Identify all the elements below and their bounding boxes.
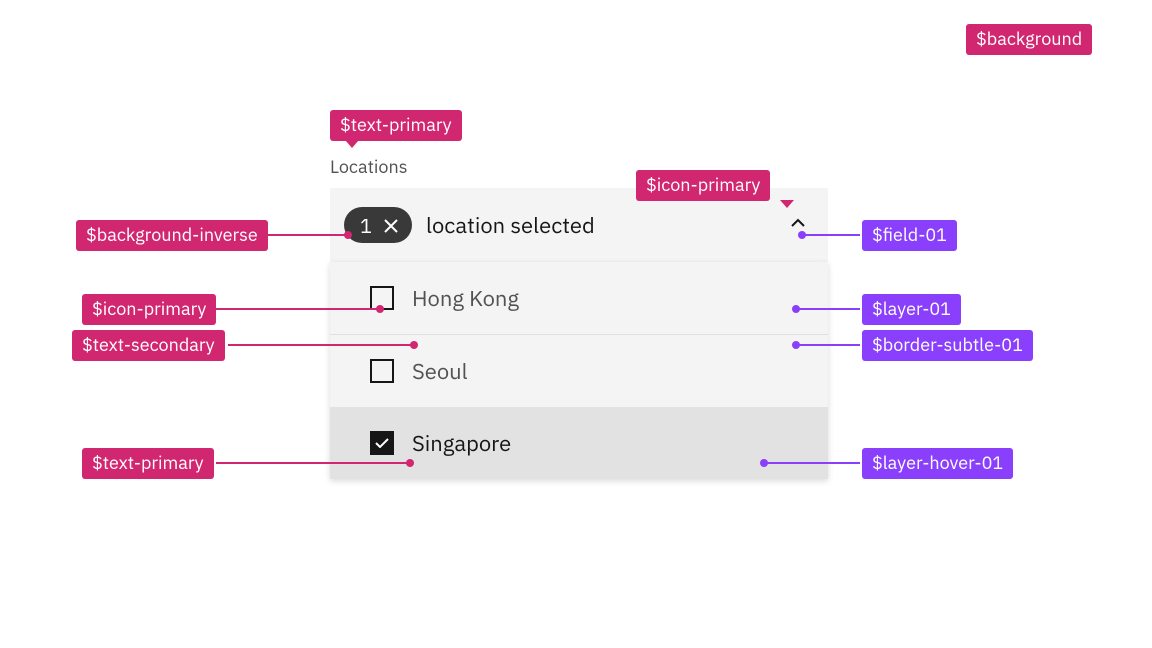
option-singapore[interactable]: Singapore [330, 407, 828, 479]
checkbox-icon[interactable] [370, 359, 394, 383]
annotation-dot [376, 305, 384, 313]
clear-selection-icon[interactable] [384, 212, 398, 239]
token-tag-field-01: $field-01 [862, 220, 957, 251]
annotation-leader [764, 462, 860, 464]
field-left: 1 location selected [344, 207, 595, 243]
annotation-leader [262, 234, 348, 236]
annotation-leader [216, 308, 380, 310]
token-tag-text-primary-left: $text-primary [82, 448, 214, 479]
annotation-dot [792, 305, 800, 313]
token-tag-icon-primary-left: $icon-primary [82, 294, 216, 325]
option-hong-kong[interactable]: Hong Kong [330, 262, 828, 334]
tag-tail [345, 140, 359, 148]
token-tag-background-inverse: $background-inverse [76, 220, 268, 251]
option-label: Seoul [412, 357, 468, 386]
token-tag-layer-hover-01: $layer-hover-01 [862, 448, 1013, 479]
annotation-leader [796, 344, 860, 346]
checkbox-checked-icon[interactable] [370, 431, 394, 455]
annotation-dot [792, 341, 800, 349]
token-tag-border-subtle-01: $border-subtle-01 [862, 330, 1033, 361]
option-label: Singapore [412, 429, 511, 458]
annotation-leader [228, 344, 414, 346]
annotation-dot [344, 231, 352, 239]
token-tag-background: $background [966, 24, 1092, 55]
dropdown-menu: Hong Kong Seoul Singapore [330, 262, 828, 479]
annotation-dot [798, 231, 806, 239]
token-tag-layer-01: $layer-01 [862, 294, 961, 325]
token-tag-text-primary: $text-primary [330, 110, 462, 141]
option-label: Hong Kong [412, 284, 519, 313]
annotation-dot [410, 341, 418, 349]
selection-count: 1 [360, 212, 372, 239]
selection-pill[interactable]: 1 [344, 207, 412, 243]
annotation-dot [406, 459, 414, 467]
annotation-dot [760, 459, 768, 467]
token-tag-text-secondary: $text-secondary [72, 330, 225, 361]
field-summary-text: location selected [426, 211, 595, 240]
tag-tail [780, 200, 794, 208]
annotation-leader [216, 462, 410, 464]
annotation-leader [796, 308, 860, 310]
annotation-leader [802, 234, 860, 236]
token-tag-icon-primary: $icon-primary [636, 170, 770, 201]
multiselect-component: Locations 1 location selected Hong Kong … [330, 155, 828, 479]
